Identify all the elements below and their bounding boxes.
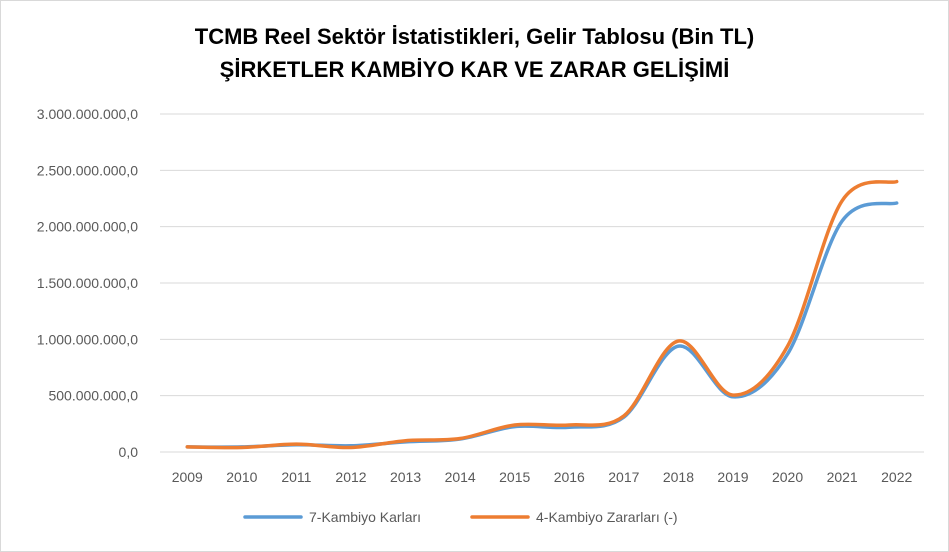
x-tick-label: 2021: [827, 469, 858, 485]
series-line-1: [185, 201, 899, 449]
chart-title: TCMB Reel Sektör İstatistikleri, Gelir T…: [194, 24, 755, 49]
x-tick-label: 2019: [717, 469, 748, 485]
x-tick-label: 2015: [499, 469, 530, 485]
x-tick-label: 2020: [772, 469, 803, 485]
y-tick-label: 3.000.000.000,0: [37, 106, 138, 122]
x-tick-label: 2016: [554, 469, 585, 485]
series-line-2: [185, 179, 899, 450]
x-tick-label: 2014: [445, 469, 476, 485]
legend-label: 4-Kambiyo Zararları (-): [536, 509, 678, 525]
y-tick-label: 1.000.000.000,0: [37, 331, 138, 347]
chart-title-block: TCMB Reel Sektör İstatistikleri, Gelir T…: [0, 20, 949, 86]
x-tick-label: 2022: [881, 469, 912, 485]
chart-subtitle: ŞİRKETLER KAMBİYO KAR VE ZARAR GELİŞİMİ: [219, 57, 730, 82]
y-tick-label: 0,0: [119, 444, 139, 460]
x-tick-label: 2012: [335, 469, 366, 485]
x-tick-label: 2010: [226, 469, 257, 485]
x-tick-label: 2017: [608, 469, 639, 485]
x-tick-label: 2009: [172, 469, 203, 485]
y-tick-label: 2.500.000.000,0: [37, 162, 138, 178]
y-tick-label: 2.000.000.000,0: [37, 219, 138, 235]
legend-label: 7-Kambiyo Karları: [309, 509, 421, 525]
y-tick-label: 500.000.000,0: [48, 388, 138, 404]
x-tick-label: 2018: [663, 469, 694, 485]
x-tick-label: 2013: [390, 469, 421, 485]
x-tick-label: 2011: [281, 469, 311, 485]
y-tick-label: 1.500.000.000,0: [37, 275, 138, 291]
